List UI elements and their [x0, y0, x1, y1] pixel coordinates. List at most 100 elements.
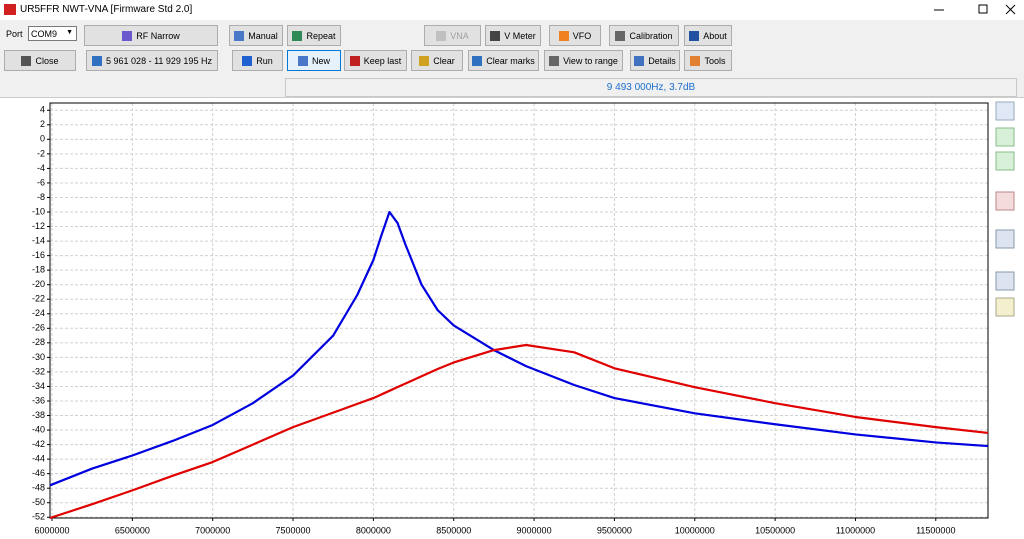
button-icon [615, 30, 626, 41]
button-icon [234, 30, 245, 41]
toolbar-button[interactable]: New [287, 50, 341, 71]
toolbar-button[interactable]: About [684, 25, 732, 46]
toolbar-button[interactable]: 5 961 028 - 11 929 195 Hz [86, 50, 218, 71]
toolbar-button[interactable]: View to range [544, 50, 623, 71]
button-icon [549, 55, 560, 66]
y-tick-label: -16 [32, 250, 45, 260]
button-icon [349, 55, 360, 66]
y-tick-label: 0 [40, 134, 45, 144]
x-tick-label: 7000000 [195, 525, 230, 535]
button-icon [490, 30, 501, 41]
toolbar-button[interactable]: Close [4, 50, 76, 71]
port-value: COM9 [31, 29, 58, 39]
y-tick-label: -10 [32, 206, 45, 216]
y-tick-label: -12 [32, 221, 45, 231]
button-icon [689, 30, 700, 41]
button-label: Run [256, 55, 273, 66]
x-tick-label: 6000000 [34, 525, 69, 535]
button-label: About [703, 30, 727, 41]
y-tick-label: -6 [37, 177, 45, 187]
button-label: VFO [572, 30, 592, 41]
image-button[interactable] [995, 229, 1015, 249]
button-label: Repeat [306, 30, 336, 41]
button-icon [690, 55, 701, 66]
button-icon [21, 55, 32, 66]
button-icon [297, 55, 308, 66]
button-icon [292, 30, 303, 41]
button-label: View to range [563, 55, 618, 66]
toolbar-button[interactable]: Keep last [344, 50, 407, 71]
chart: 4 2 0 -2 -4 -6 -8 -10 -12 -14 -16 -18 -20 -22 -24 -26 -2… [32, 102, 989, 535]
y-tick-label: -2 [37, 148, 45, 158]
button-icon [242, 55, 253, 66]
y-tick-label: -48 [32, 483, 45, 493]
button-label: Calibration [629, 30, 673, 41]
y-tick-label: -24 [32, 308, 45, 318]
plot-frame [49, 102, 989, 519]
y-tick-label: -52 [32, 512, 45, 522]
toolbar-button[interactable]: RF Narrow [84, 25, 218, 46]
y-tick-label: -46 [32, 468, 45, 478]
x-tick-label: 8000000 [356, 525, 391, 535]
print-button[interactable] [995, 297, 1015, 317]
port-select[interactable]: COM9 ▼ [28, 26, 77, 41]
button-label: V Meter [504, 30, 536, 41]
toolbar-button[interactable]: Tools [684, 50, 732, 71]
toolbar-button[interactable]: Calibration [609, 25, 679, 46]
y-tick-label: -22 [32, 294, 45, 304]
series-line [49, 343, 989, 520]
toolbar-button[interactable]: V Meter [485, 25, 541, 46]
toolbar-button[interactable]: VFO [549, 25, 601, 46]
button-icon [92, 55, 103, 66]
status-box: 9 493 000Hz, 3.7dB [285, 78, 1017, 97]
button-icon [436, 30, 447, 41]
toolbar-button[interactable]: Clear marks [468, 50, 539, 71]
y-tick-label: -4 [37, 163, 45, 173]
button-icon [634, 55, 645, 66]
x-tick-label: 10000000 [675, 525, 715, 535]
copy-button[interactable] [995, 271, 1015, 291]
y-tick-label: -30 [32, 352, 45, 362]
y-tick-label: -34 [32, 381, 45, 391]
toolbar-button[interactable]: Run [232, 50, 283, 71]
y-tick-label: -40 [32, 424, 45, 434]
y-tick-label: -32 [32, 366, 45, 376]
y-tick-label: -36 [32, 395, 45, 405]
chart-button[interactable] [995, 191, 1015, 211]
button-label: Close [35, 55, 59, 66]
title-bar: UR5FFR NWT-VNA [Firmware Std 2.0] [0, 0, 1024, 20]
toolbar-button[interactable]: Repeat [287, 25, 341, 46]
y-tick-label: -50 [32, 497, 45, 507]
toolbar-button[interactable]: Manual [229, 25, 283, 46]
y-tick-label: -8 [37, 192, 45, 202]
y-tick-label: -44 [32, 454, 45, 464]
y-tick-label: -38 [32, 410, 45, 420]
x-tick-label: 9500000 [597, 525, 632, 535]
port-label: Port [6, 29, 23, 39]
button-label: VNA [450, 30, 469, 41]
button-label: Manual [248, 30, 278, 41]
series-line [49, 210, 989, 487]
x-tick-label: 10500000 [755, 525, 795, 535]
x-tick-label: 9000000 [517, 525, 552, 535]
button-icon [472, 55, 483, 66]
button-icon [419, 55, 430, 66]
y-tick-label: 4 [40, 105, 45, 115]
app-icon [4, 4, 16, 15]
button-label: Tools [704, 55, 726, 66]
x-tick-label: 6500000 [115, 525, 150, 535]
side-toolbar [995, 101, 1015, 317]
zoom-button[interactable] [995, 101, 1015, 121]
window-controls[interactable] [920, 0, 1024, 20]
button-label: Clear [433, 55, 455, 66]
toolbar-button[interactable]: Clear [411, 50, 463, 71]
y-tick-label: -26 [32, 323, 45, 333]
toolbar-button[interactable]: VNA [424, 25, 481, 46]
vertical-fit-button[interactable] [995, 151, 1015, 171]
toolbar-button[interactable]: Details [630, 50, 680, 71]
fit-button[interactable] [995, 127, 1015, 147]
button-icon [122, 30, 133, 41]
button-label: RF Narrow [136, 30, 180, 41]
plot-area [50, 103, 988, 518]
